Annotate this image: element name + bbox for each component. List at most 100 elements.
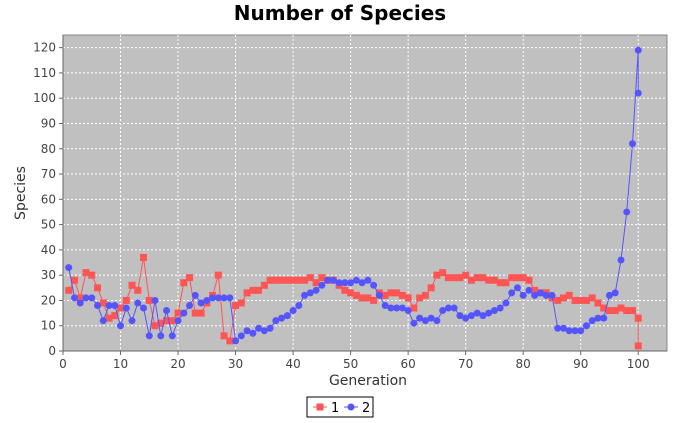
series-1-point: [232, 301, 240, 309]
y-tick-label: 10: [41, 319, 56, 333]
series-1-point: [128, 281, 136, 289]
y-tick-label: 0: [48, 344, 56, 358]
series-1-point: [611, 307, 619, 315]
series-2-point: [76, 299, 84, 307]
series-2-point: [531, 291, 539, 299]
series-1-point: [421, 291, 429, 299]
series-1-point: [111, 312, 119, 320]
series-1-point: [295, 276, 303, 284]
series-1-point: [393, 289, 401, 297]
legend-marker: [316, 403, 324, 411]
series-2-point: [358, 279, 366, 287]
series-2-point: [174, 317, 182, 325]
series-2-point: [542, 291, 550, 299]
series-2-point: [324, 276, 332, 284]
x-tick-label: 90: [573, 357, 588, 371]
series-1-point: [318, 274, 326, 282]
series-2-point: [381, 301, 389, 309]
series-2-point: [289, 307, 297, 315]
series-2-point: [283, 312, 291, 320]
x-tick-label: 30: [228, 357, 243, 371]
series-1-point: [145, 296, 153, 304]
series-1-point: [312, 279, 320, 287]
series-1-point: [496, 279, 504, 287]
series-2-point: [387, 304, 395, 312]
series-2-point: [94, 301, 102, 309]
x-tick-label: 40: [285, 357, 300, 371]
series-2-point: [88, 294, 96, 302]
series-1-point: [410, 304, 418, 312]
series-2-point: [232, 337, 240, 345]
series-1-point: [404, 294, 412, 302]
series-1-point: [358, 294, 366, 302]
series-1-point: [249, 286, 257, 294]
chart-title: Number of Species: [234, 1, 446, 25]
series-2-point: [554, 324, 562, 332]
series-1-point: [605, 307, 613, 315]
axes: 0 10 20 30 40 50 60 70 80 90 100 110 120 0 10 20 30 40 50 6…: [33, 35, 667, 371]
series-2-point: [421, 317, 429, 325]
series-2-point: [341, 279, 349, 287]
series-2-point: [197, 299, 205, 307]
series-2-point: [82, 294, 90, 302]
series-1-point: [341, 286, 349, 294]
series-1-point: [226, 337, 234, 345]
series-2-point: [209, 294, 217, 302]
series-1-point: [519, 274, 527, 282]
series-2-point: [318, 281, 326, 289]
series-1-point: [565, 291, 573, 299]
series-2-point: [65, 264, 73, 272]
x-tick-label: 0: [59, 357, 67, 371]
series-2-point: [467, 312, 475, 320]
series-2-point: [370, 281, 378, 289]
x-tick-label: 50: [343, 357, 358, 371]
series-2-point: [519, 291, 527, 299]
series-2-point: [628, 140, 636, 148]
series-1-point: [634, 342, 642, 350]
series-1-point: [531, 286, 539, 294]
y-tick-label: 70: [41, 167, 56, 181]
x-axis-label: Generation: [329, 373, 407, 389]
series-1-point: [220, 332, 228, 340]
y-tick-label: 40: [41, 243, 56, 257]
series-2-point: [565, 327, 573, 335]
series-2-point: [496, 304, 504, 312]
series-1-point: [289, 276, 297, 284]
series-1-point: [174, 309, 182, 317]
series-1-point: [301, 276, 309, 284]
y-tick-label: 60: [41, 192, 56, 206]
series-2-point: [450, 304, 458, 312]
series-2-point: [145, 332, 153, 340]
series-2-point: [186, 301, 194, 309]
series-1-point: [381, 291, 389, 299]
series-2-point: [427, 314, 435, 322]
series-1-point: [151, 322, 159, 330]
series-1-point: [513, 274, 521, 282]
y-tick-label: 30: [41, 268, 56, 282]
series-2-point: [571, 327, 579, 335]
series-2-point: [272, 317, 280, 325]
series-1-point: [623, 307, 631, 315]
x-tick-label: 60: [401, 357, 416, 371]
series-2-point: [548, 291, 556, 299]
series-1-point: [433, 271, 441, 279]
series-1-point: [462, 271, 470, 279]
series-1-point: [416, 294, 424, 302]
y-tick-label: 110: [33, 66, 56, 80]
series-1-point: [65, 286, 73, 294]
series-1-point: [180, 279, 188, 287]
series-2-point: [266, 324, 274, 332]
series-2-point: [301, 291, 309, 299]
y-tick-label: 100: [33, 91, 56, 105]
series-1-point: [76, 294, 84, 302]
series-1-point: [398, 291, 406, 299]
series-2-point: [157, 332, 165, 340]
series-2-point: [203, 296, 211, 304]
series-1-point: [444, 274, 452, 282]
series-1-point: [186, 274, 194, 282]
series-1-point: [582, 296, 590, 304]
series-1-point: [456, 274, 464, 282]
series-2-point: [347, 279, 355, 287]
